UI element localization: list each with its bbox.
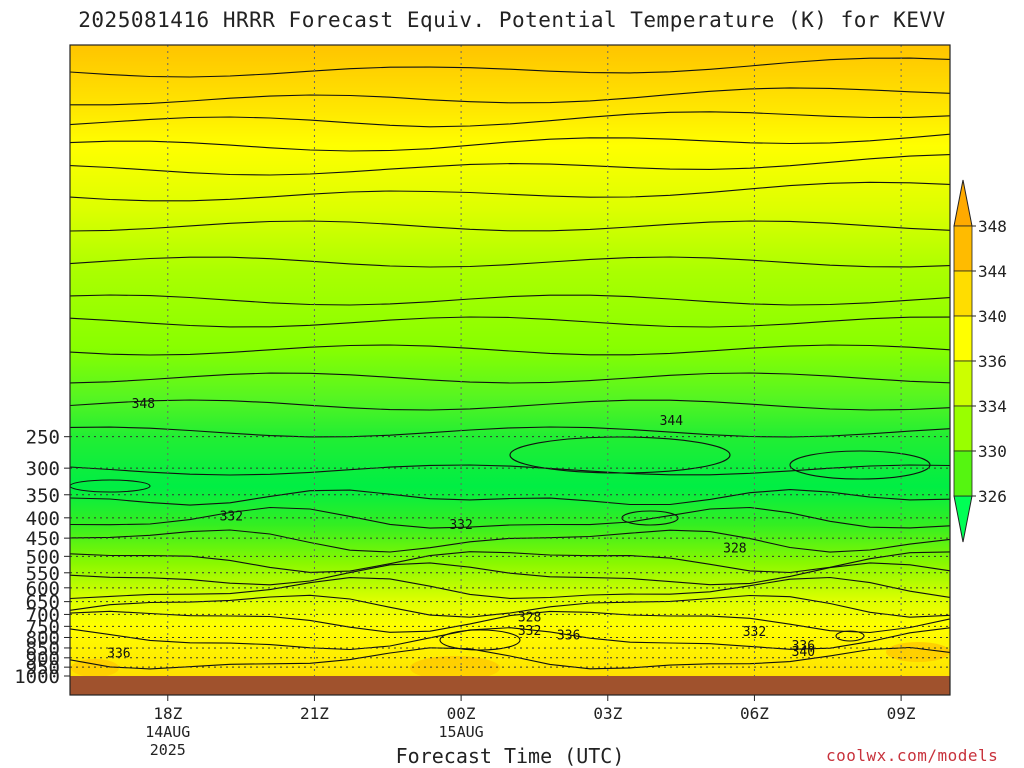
colorbar-band [953,450,973,497]
contour-label: 332 [449,518,472,533]
y-tick-label: 500 [26,546,60,568]
contour-label: 336 [557,629,580,644]
contour-loop [835,630,865,642]
y-tick-label: 450 [26,528,60,550]
chart-title: 2025081416 HRRR Forecast Equiv. Potentia… [78,8,946,32]
contour-loop [789,450,931,480]
x-tick-label: 03Z [593,704,622,723]
y-tick-label: 350 [26,485,60,507]
x-tick-label: 18Z [153,704,182,723]
contour-label: 332 [518,624,541,639]
contour-label: 336 [792,639,815,654]
colorbar-top-triangle [953,179,973,227]
colorbar-label: 330 [978,442,1007,461]
colorbar-bottom-triangle [953,495,973,543]
contour-label: 348 [132,397,155,412]
colorbar-label: 334 [978,397,1007,416]
contour-label: 332 [220,510,243,525]
colorbar-label: 326 [978,487,1007,506]
contour-line [69,529,951,553]
contour-loop [439,629,521,651]
colorbar-label: 348 [978,217,1007,236]
contour-line [69,399,951,411]
x-tick-label: 09Z [887,704,916,723]
warm-region [410,656,500,680]
y-tick-label: 950 [26,657,60,679]
y-tick-label: 800 [26,627,60,649]
contour-label: 328 [518,610,541,625]
x-tick-label: 06Z [740,704,769,723]
colorbar-band [953,270,973,317]
colorbar-band [953,315,973,362]
contour-label: 332 [743,625,766,640]
contour-line [69,344,951,356]
contour-line [69,627,951,651]
x-tick-label: 00Z [447,704,476,723]
y-tick-label: 550 [26,563,60,585]
contour-line [69,256,951,268]
x-tick-date: 14AUG [145,723,190,741]
contour-line [69,551,951,574]
contour-line [69,372,951,384]
colorbar-band [953,405,973,452]
y-tick-label: 250 [26,427,60,449]
contour-line [69,576,951,600]
warm-region [71,659,119,677]
colorbar-band [953,225,973,272]
colorbar-label: 336 [978,352,1007,371]
contour-line [69,562,951,586]
colorbar-label: 344 [978,262,1007,281]
y-tick-label: 650 [26,592,60,614]
contour-line [70,87,951,106]
y-tick-label: 300 [26,458,60,480]
contour-loop [509,436,731,474]
contour-line [69,506,951,529]
warm-region [886,642,950,662]
contour-line [69,594,951,618]
colorbar-band [953,360,973,407]
contour-line [69,316,951,328]
surface-ground [70,676,950,695]
x-tick-label: 21Z [300,704,329,723]
contour-line [69,57,951,78]
credit-link[interactable]: coolwx.com/models [826,746,999,765]
y-tick-label: 900 [26,648,60,670]
contour-label: 328 [723,542,746,557]
theta-e-field [70,45,950,676]
y-tick-label: 850 [26,638,60,660]
x-tick-date: 15AUG [439,723,484,741]
x-tick-year: 2025 [150,741,186,759]
contour-line [69,489,951,506]
x-axis-title: Forecast Time (UTC) [395,744,625,768]
contour-line [69,464,951,476]
y-tick-label: 1000 [14,666,60,688]
y-tick-label: 750 [26,616,60,638]
contour-line [69,181,951,202]
contour-line [69,294,951,306]
contour-label: 340 [792,645,815,660]
plot-frame [69,44,951,696]
colorbar-label: 340 [978,307,1007,326]
contour-line [69,646,951,670]
contour-label: 336 [107,646,130,661]
contour-line [69,154,951,176]
y-tick-label: 700 [26,604,60,626]
contour-line [69,220,951,232]
contour-label: 344 [660,414,684,429]
y-tick-label: 600 [26,578,60,600]
contour-line [69,133,951,152]
contour-line [69,111,951,128]
y-tick-label: 400 [26,508,60,530]
